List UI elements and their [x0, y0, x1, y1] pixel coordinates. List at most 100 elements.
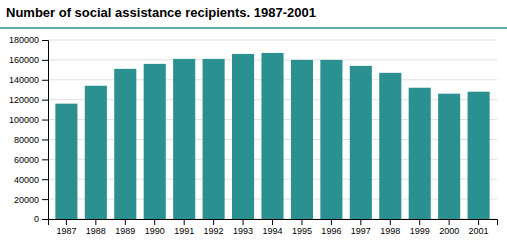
y-tick-label: 80000 [14, 135, 39, 145]
x-tick-mark [184, 219, 185, 225]
x-tick-label: 1988 [86, 226, 106, 236]
x-tick-mark [243, 219, 244, 225]
x-tick-label: 1991 [174, 226, 194, 236]
bar [144, 64, 166, 219]
x-tick-label: 1995 [292, 226, 312, 236]
bar [438, 94, 460, 219]
x-tick: 1987 [56, 219, 76, 236]
y-tick-mark [42, 40, 48, 41]
x-tick-label: 1997 [351, 226, 371, 236]
x-tick-label: 1989 [115, 226, 135, 236]
bar [379, 73, 401, 219]
x-tick-mark [213, 219, 214, 225]
x-tick: 1989 [115, 219, 135, 236]
x-tick: 1992 [204, 219, 224, 236]
x-tick-label: 1987 [56, 226, 76, 236]
bar [291, 60, 313, 219]
x-tick: 1999 [410, 219, 430, 236]
x-tick: 1993 [233, 219, 253, 236]
title-rule [0, 27, 507, 29]
x-tick: 2000 [439, 219, 459, 236]
y-tick-mark [42, 219, 48, 220]
y-tick-mark [42, 80, 48, 81]
x-tick: 1995 [292, 219, 312, 236]
y-tick: 120000 [9, 95, 48, 105]
y-tick-mark [42, 139, 48, 140]
x-tick-label: 1999 [410, 226, 430, 236]
chart-title: Number of social assistance recipients. … [6, 5, 316, 20]
bar [320, 60, 342, 219]
y-tick-mark [42, 100, 48, 101]
x-tick-label: 1994 [262, 226, 282, 236]
x-tick-mark [66, 219, 67, 225]
x-tick-mark [272, 219, 273, 225]
axis-line [49, 220, 498, 226]
x-tick-label: 1992 [204, 226, 224, 236]
x-tick-mark [331, 219, 332, 225]
chart-container: Number of social assistance recipients. … [0, 0, 507, 241]
bar [232, 54, 254, 219]
x-tick-mark [478, 219, 479, 225]
y-tick-mark [42, 159, 48, 160]
bar [468, 92, 490, 219]
x-tick: 1990 [145, 219, 165, 236]
y-tick-mark [42, 179, 48, 180]
x-tick-mark [449, 219, 450, 225]
y-tick-label: 0 [34, 214, 39, 224]
bar [85, 86, 107, 219]
y-tick-label: 20000 [14, 194, 39, 204]
chart-svg: Number of social assistance recipients. … [0, 0, 507, 241]
x-tick-mark [301, 219, 302, 225]
y-tick-label: 100000 [9, 115, 39, 125]
y-axis: 0 20000 40000 60000 80000 100000 120000 140000 1… [9, 35, 49, 224]
x-tick-label: 1996 [321, 226, 341, 236]
y-tick: 140000 [9, 75, 48, 85]
y-tick: 100000 [9, 115, 48, 125]
y-tick-label: 40000 [14, 175, 39, 185]
grid-line [48, 40, 497, 41]
x-tick-mark [360, 219, 361, 225]
y-tick: 60000 [14, 155, 48, 165]
x-tick-mark [419, 219, 420, 225]
x-tick-mark [95, 219, 96, 225]
bar [409, 88, 431, 219]
bar [203, 59, 225, 219]
axis-line [42, 41, 49, 220]
bars [55, 53, 489, 219]
plot-area: 0 20000 40000 60000 80000 100000 120000 140000 1… [9, 35, 498, 236]
x-tick-label: 1990 [145, 226, 165, 236]
y-tick: 20000 [14, 194, 48, 204]
x-tick-mark [125, 219, 126, 225]
bar [173, 59, 195, 219]
y-tick-label: 180000 [9, 35, 39, 45]
y-tick-mark [42, 120, 48, 121]
y-tick-label: 120000 [9, 95, 39, 105]
x-tick: 1991 [174, 219, 194, 236]
x-tick-mark [390, 219, 391, 225]
y-tick: 180000 [9, 35, 48, 45]
y-tick: 160000 [9, 55, 48, 65]
x-tick-label: 2000 [439, 226, 459, 236]
x-tick: 1997 [351, 219, 371, 236]
bar [55, 104, 77, 219]
grid [48, 40, 497, 219]
y-tick: 0 [34, 214, 48, 224]
x-tick: 2001 [469, 219, 489, 236]
x-tick: 1998 [380, 219, 400, 236]
bar [350, 66, 372, 219]
x-axis: 1987 1988 1989 1990 1991 1992 1993 1994 1995 1996… [49, 219, 498, 236]
x-tick-label: 1993 [233, 226, 253, 236]
y-tick-mark [42, 60, 48, 61]
y-tick-label: 60000 [14, 155, 39, 165]
x-tick-label: 1998 [380, 226, 400, 236]
bar [114, 69, 136, 219]
bar [261, 53, 283, 219]
y-tick: 40000 [14, 175, 48, 185]
y-tick-mark [42, 199, 48, 200]
x-tick: 1994 [262, 219, 282, 236]
x-tick-label: 2001 [469, 226, 489, 236]
y-tick: 80000 [14, 135, 48, 145]
x-tick: 1988 [86, 219, 106, 236]
x-tick-mark [154, 219, 155, 225]
y-tick-label: 160000 [9, 55, 39, 65]
